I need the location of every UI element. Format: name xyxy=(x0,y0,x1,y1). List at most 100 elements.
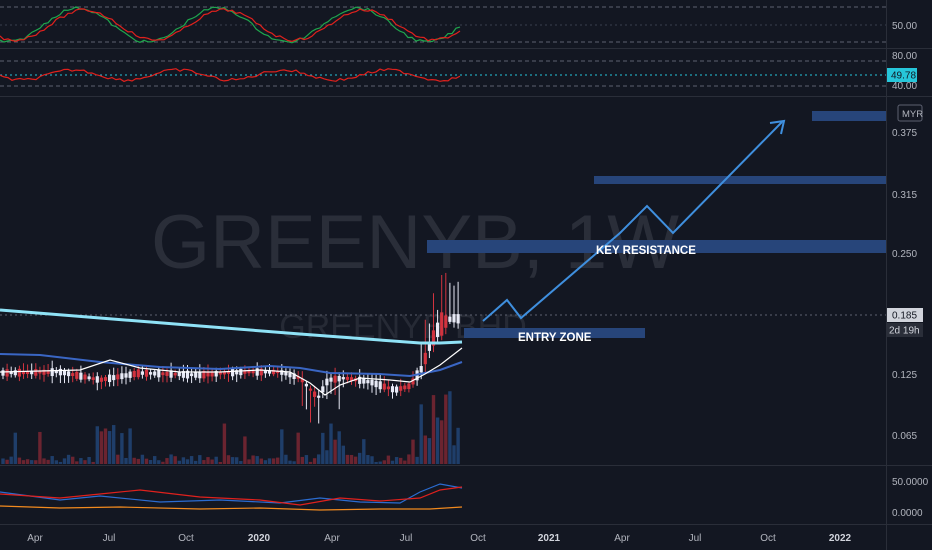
volume-bar-47 xyxy=(194,460,198,464)
volume-bar-58 xyxy=(239,461,243,464)
rsi-tick-40: 40.00 xyxy=(892,81,917,92)
candle-body-81 xyxy=(333,375,337,383)
volume-bar-36 xyxy=(148,459,153,464)
candle-body-72 xyxy=(296,376,300,379)
rsi-value-text: 49.78 xyxy=(891,71,916,82)
candle-body-22 xyxy=(91,377,95,380)
countdown-text: 2d 19h xyxy=(889,326,920,337)
time-label-jul-2019: Jul xyxy=(103,533,116,544)
stochastic-pane: 50.00 xyxy=(0,6,917,44)
time-label-jul-2020: Jul xyxy=(400,533,413,544)
candle-body-56 xyxy=(231,368,235,377)
volume-bar-109 xyxy=(448,391,452,464)
volume-bar-11 xyxy=(46,459,50,464)
volume-bar-79 xyxy=(325,450,329,464)
candle-body-49 xyxy=(202,371,206,379)
volume-bar-45 xyxy=(185,459,190,464)
candle-body-80 xyxy=(329,377,333,382)
candle-body-37 xyxy=(153,371,157,376)
volume-bar-16 xyxy=(66,454,71,464)
candle-body-42 xyxy=(173,372,177,376)
volume-bar-19 xyxy=(79,458,83,464)
countdown-badge xyxy=(887,323,923,337)
current-price-badge xyxy=(887,308,923,322)
osc-tick-0: 0.0000 xyxy=(892,508,923,519)
candle-body-111 xyxy=(456,314,460,324)
candle-body-4 xyxy=(17,368,21,377)
candle-body-7 xyxy=(30,370,34,375)
volume-bar-26 xyxy=(107,431,112,464)
volume-bar-77 xyxy=(317,454,321,464)
candle-body-12 xyxy=(50,368,54,377)
volume-bar-80 xyxy=(329,423,333,464)
time-label-2021: 2021 xyxy=(538,533,561,544)
time-label-jul-2021: Jul xyxy=(689,533,702,544)
candle-body-31 xyxy=(128,371,132,378)
candle-body-32 xyxy=(132,370,136,378)
volume-bar-31 xyxy=(128,428,132,464)
volume-bar-10 xyxy=(42,458,46,464)
volume-bar-29 xyxy=(120,433,124,464)
watermark-company: GREENYB BHD xyxy=(279,308,527,346)
volume-bar-14 xyxy=(58,461,63,464)
rsi-value-badge xyxy=(887,68,917,82)
volume-bar-110 xyxy=(452,445,456,464)
candle-body-108 xyxy=(444,315,448,328)
candle-body-105 xyxy=(431,330,436,346)
candle-body-77 xyxy=(317,395,321,398)
volume-bar-56 xyxy=(230,457,235,464)
candle-body-59 xyxy=(243,370,247,374)
volume-bar-104 xyxy=(427,438,432,464)
candle-body-6 xyxy=(26,371,30,375)
candle-body-27 xyxy=(112,375,116,381)
volume-bar-46 xyxy=(189,456,194,464)
candle-body-65 xyxy=(267,370,272,374)
candle-body-54 xyxy=(222,371,226,375)
candle-body-5 xyxy=(21,371,26,375)
candle-body-8 xyxy=(34,369,38,376)
volume-bar-78 xyxy=(321,432,325,464)
candle-body-40 xyxy=(165,371,169,376)
entry-zone-label: ENTRY ZONE xyxy=(518,332,592,344)
time-label-oct-2019: Oct xyxy=(178,533,194,544)
candle-body-14 xyxy=(58,368,62,376)
volume-bar-57 xyxy=(235,457,239,464)
time-axis[interactable]: Apr Jul Oct 2020 Apr Jul Oct 2021 Apr Ju… xyxy=(27,533,851,544)
candle-body-25 xyxy=(103,377,108,381)
price-axis[interactable]: MYR 0.375 0.315 0.250 0.125 0.065 0.185 … xyxy=(887,104,923,442)
volume-bar-76 xyxy=(312,458,317,464)
candle-body-16 xyxy=(67,371,71,377)
volume-bar-81 xyxy=(333,439,337,464)
volume-bar-25 xyxy=(103,428,108,464)
volume-bar-30 xyxy=(124,457,128,464)
volume-bar-9 xyxy=(38,431,42,464)
candle-body-82 xyxy=(337,375,341,382)
candle-body-67 xyxy=(276,370,280,374)
candle-body-21 xyxy=(87,376,91,380)
candle-body-70 xyxy=(288,372,292,378)
candle-body-87 xyxy=(358,376,362,384)
projection-arrow xyxy=(482,119,786,322)
volume-bar-41 xyxy=(169,454,173,464)
osc-red-line xyxy=(0,486,463,506)
volume-bar-17 xyxy=(71,456,75,464)
time-label-apr-2021: Apr xyxy=(614,533,630,544)
candle-body-41 xyxy=(169,370,173,378)
volume-bar-59 xyxy=(243,436,247,464)
volume-bar-7 xyxy=(30,460,34,464)
volume-bar-32 xyxy=(132,457,136,464)
volume-bar-72 xyxy=(296,432,300,464)
volume-bar-91 xyxy=(374,461,378,464)
candle-body-48 xyxy=(198,371,202,379)
volume-bar-105 xyxy=(431,395,436,464)
volume-bar-111 xyxy=(456,427,460,464)
volume-bar-94 xyxy=(386,455,391,464)
candle-body-15 xyxy=(62,370,67,376)
currency-badge xyxy=(897,104,923,122)
volume-bar-102 xyxy=(419,404,423,464)
key-resistance-label: KEY RESISTANCE xyxy=(596,245,696,257)
volume-bar-90 xyxy=(370,456,374,464)
candle-body-23 xyxy=(95,376,99,383)
volume-bar-93 xyxy=(382,460,386,464)
